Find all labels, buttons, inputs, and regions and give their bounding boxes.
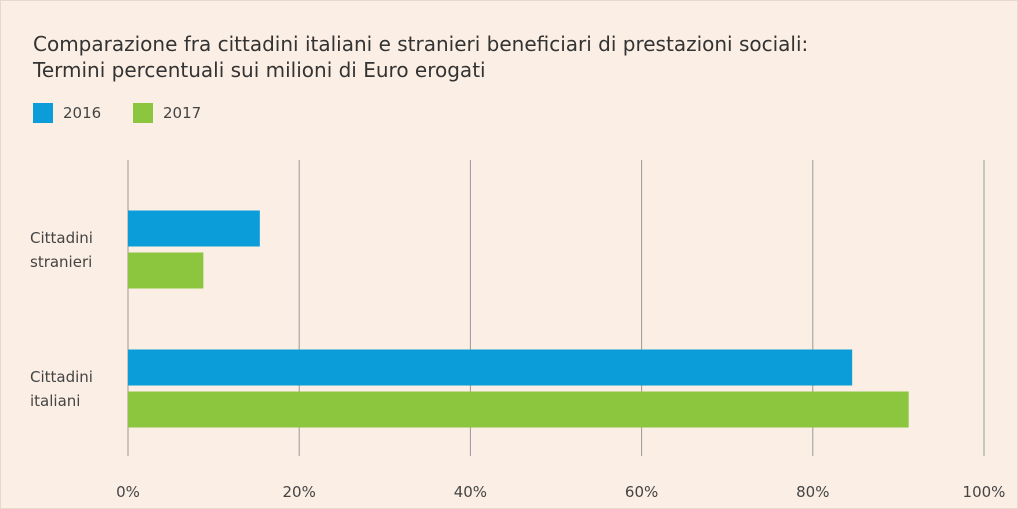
legend-label: 2016 <box>63 104 102 122</box>
x-tick-label: 20% <box>282 483 316 501</box>
bar <box>128 349 853 386</box>
bar <box>128 391 909 428</box>
chart-title: Comparazione fra cittadini italiani e st… <box>33 32 809 56</box>
x-tick-label: 0% <box>116 483 140 501</box>
x-tick-label: 100% <box>962 483 1006 501</box>
x-tick-label: 40% <box>453 483 488 501</box>
y-tick-label: Cittadini italiani <box>30 367 93 410</box>
x-tick-label: 80% <box>796 483 830 501</box>
legend-label: 2017 <box>163 104 202 122</box>
x-tick-label: 60% <box>624 483 659 501</box>
chart-subtitle: Termini percentuali sui milioni di Euro … <box>33 58 486 82</box>
y-tick-label: Cittadini stranieri <box>30 228 93 271</box>
bar <box>128 210 260 247</box>
legend-swatch <box>133 103 153 123</box>
bar <box>128 252 204 289</box>
legend-swatch <box>33 103 53 123</box>
